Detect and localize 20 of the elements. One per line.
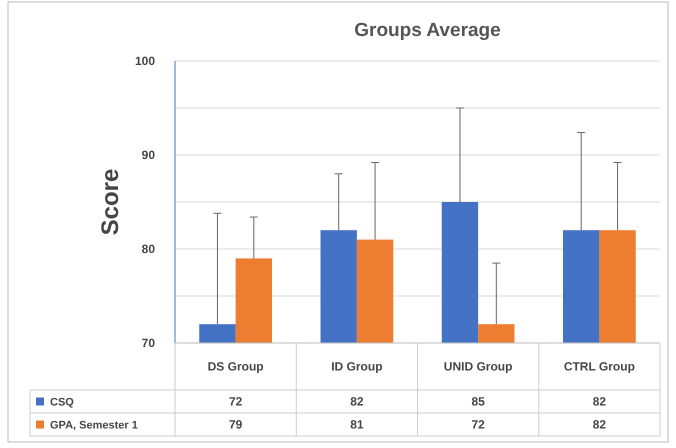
data-label: 85 xyxy=(471,394,486,408)
y-tick-label: 100 xyxy=(134,54,156,68)
data-label: 81 xyxy=(350,418,364,432)
x-tick-label: CTRL Group xyxy=(564,360,635,374)
x-tick-label: DS Group xyxy=(208,360,264,374)
y-tick-label: 80 xyxy=(142,242,156,256)
data-label: 82 xyxy=(592,394,606,408)
data-label: 82 xyxy=(350,394,364,408)
chart-title: Groups Average xyxy=(354,20,501,41)
y-axis-title: Score xyxy=(97,168,124,236)
legend-label: CSQ xyxy=(50,396,74,408)
y-tick-label: 70 xyxy=(142,336,156,350)
x-tick-label: UNID Group xyxy=(444,360,512,374)
y-tick-label: 90 xyxy=(142,148,156,162)
legend-label: GPA, Semester 1 xyxy=(50,420,138,432)
data-label: 72 xyxy=(228,394,243,408)
x-tick-label: ID Group xyxy=(331,360,383,374)
data-label: 72 xyxy=(471,418,486,432)
data-label: 79 xyxy=(228,418,243,432)
data-label: 82 xyxy=(592,418,606,432)
